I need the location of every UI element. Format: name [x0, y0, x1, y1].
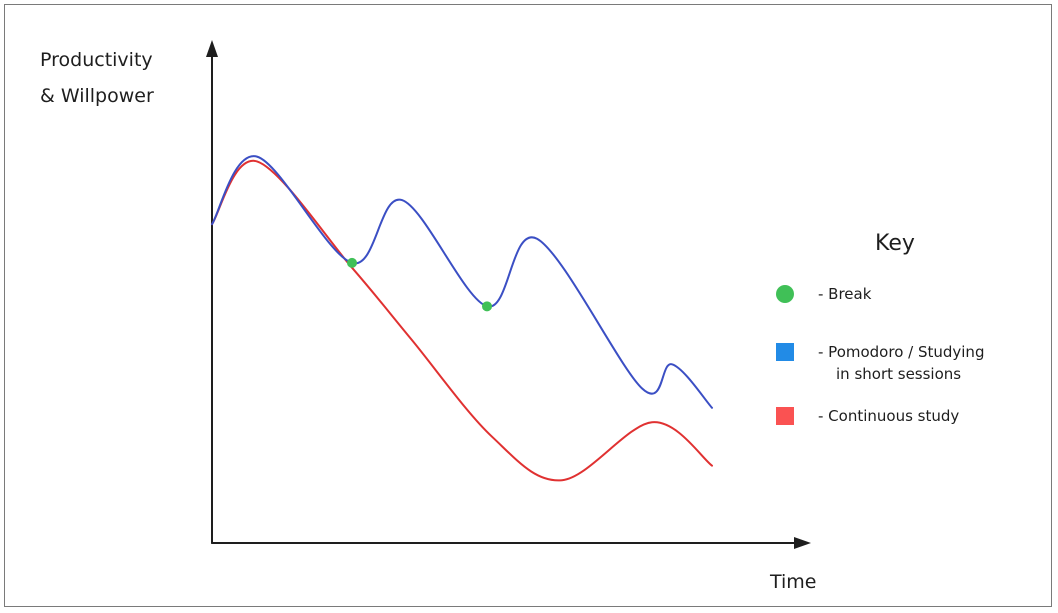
series-line-pomodoro — [211, 155, 713, 409]
legend: Key - Break - Pomodoro / Studying in short… — [776, 231, 984, 425]
break-point-1 — [347, 257, 357, 268]
chart-frame — [4, 4, 1052, 607]
legend-marker-2 — [776, 343, 794, 361]
legend-label-2-line-2: in short sessions — [836, 365, 961, 383]
series-line-continuous — [211, 160, 713, 482]
legend-marker-1 — [776, 285, 794, 303]
legend-marker-3 — [776, 407, 794, 425]
axes — [206, 40, 811, 549]
break-point-2 — [482, 301, 492, 312]
y-axis-label-line-2: & Willpower — [40, 85, 154, 107]
legend-title: Key — [875, 231, 915, 256]
x-axis-label: Time — [769, 571, 817, 593]
y-axis-arrowhead — [206, 40, 218, 57]
series-layer — [211, 155, 713, 482]
legend-label-1-line-1: - Break — [818, 285, 872, 303]
y-axis-label-line-1: Productivity — [40, 49, 153, 71]
legend-label-3-line-1: - Continuous study — [818, 407, 959, 425]
break-markers — [347, 257, 492, 312]
legend-label-2-line-1: - Pomodoro / Studying — [818, 343, 984, 361]
x-axis-arrowhead — [794, 537, 811, 549]
